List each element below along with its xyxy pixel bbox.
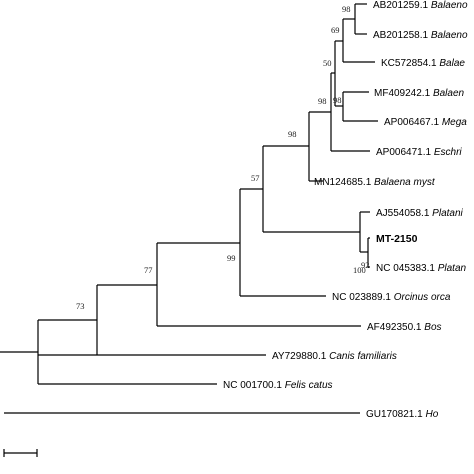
bootstrap-label: 99 [227,253,236,263]
taxon-label: MF409242.1 Balaen [374,88,465,99]
taxon-accession: AY729880.1 [272,351,327,362]
bootstrap-label: 98 [318,96,327,106]
taxon-label: AJ554058.1 Platani [376,208,464,219]
taxon-species: Balaeno [431,0,468,11]
taxon-species: Platan [438,263,467,274]
taxon-label: AB201258.1 Balaeno [373,30,468,41]
bootstrap-label: 69 [331,25,340,35]
taxon-accession: MN124685.1 [314,177,372,188]
taxon-accession: AJ554058.1 [376,208,430,219]
taxon-accession: NC 045383.1 [376,263,435,274]
taxon-label: NC 001700.1 Felis catus [223,380,333,391]
taxon-accession: AB201258.1 [373,30,428,41]
bootstrap-label: 92 [361,260,370,270]
taxon-species: Balaen [433,88,465,99]
taxon-accession: AF492350.1 [367,322,422,333]
bootstrap-label: 57 [251,173,260,183]
taxon-species: Balaeno [431,30,468,41]
bootstrap-label: 50 [323,58,332,68]
taxon-species: Ho [426,409,439,420]
taxon-species: Eschri [434,147,463,158]
taxon-species: Orcinus orca [394,292,451,303]
taxon-species: Mega [442,117,467,128]
bootstrap-label: 73 [76,301,85,311]
taxon-label: AP006467.1 Mega [384,117,467,128]
taxon-label: KC572854.1 Balae [381,58,465,69]
bootstrap-label: 100 [353,265,366,275]
taxon-label: NC 023889.1 Orcinus orca [332,292,451,303]
taxon-accession: AP006471.1 [376,147,431,158]
taxon-accession: KC572854.1 [381,58,437,69]
taxon-species: Balae [439,58,465,69]
taxon-accession: MF409242.1 [374,88,431,99]
taxon-label: AP006471.1 Eschri [376,147,462,158]
taxon-label-mt2150: MT-2150 [376,233,418,245]
bootstrap-label: 77 [144,265,153,275]
taxon-species: Felis catus [285,380,333,391]
taxon-accession: NC 001700.1 [223,380,282,391]
taxon-accession: GU170821.1 [366,409,423,420]
taxon-species: Platani [432,208,463,219]
taxon-label: AF492350.1 Bos [367,322,442,333]
taxon-accession: NC 023889.1 [332,292,391,303]
taxon-accession: AB201259.1 [373,0,428,11]
taxon-label: AB201259.1 Balaeno [373,0,468,11]
bootstrap-label: 98 [288,129,297,139]
taxon-species: Bos [424,322,441,333]
taxon-label: MN124685.1 Balaena myst [314,177,436,188]
bootstrap-label: 98 [333,95,342,105]
taxon-label: GU170821.1 Ho [366,409,439,420]
taxon-accession: AP006467.1 [384,117,439,128]
bootstrap-label: 98 [342,4,351,14]
taxon-label: AY729880.1 Canis familiaris [272,351,397,362]
taxon-label: NC 045383.1 Platan [376,263,467,274]
taxon-species: Canis familiaris [329,351,397,362]
taxon-species: Balaena myst [374,177,436,188]
